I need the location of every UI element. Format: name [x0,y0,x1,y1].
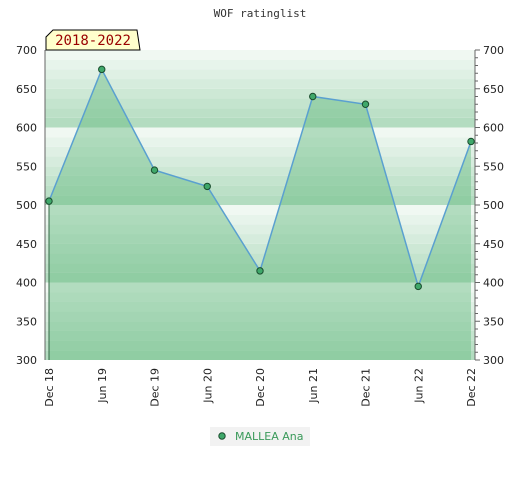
background-band [45,311,475,322]
background-band [45,321,475,331]
y-tick-label-left: 450 [16,238,37,251]
y-tick-label-left: 400 [16,277,37,290]
y-tick-label-right: 400 [483,277,504,290]
background-band [45,117,475,128]
background-band [45,350,475,360]
x-tick-label: Dec 20 [254,368,267,407]
background-band [45,282,475,293]
x-axis: Dec 18 Jun 19 Dec 19 Jun 20 Dec 20 Jun 21 Dec … [43,368,478,407]
background-band [45,166,475,176]
legend-marker-icon [218,432,226,440]
background-band [45,205,475,215]
background-bands [45,50,475,360]
data-point[interactable] [150,166,159,174]
data-point[interactable] [256,267,264,275]
data-point[interactable] [45,197,53,205]
background-band [45,79,475,89]
y-tick-label-left: 600 [16,122,37,135]
period-badge-label: 2018-2022 [55,33,131,49]
y-tick-label-right: 500 [483,199,504,212]
legend-series-label: MALLEA Ana [235,430,303,443]
x-tick-label: Dec 21 [360,368,373,407]
background-band [45,253,475,264]
background-band [45,50,475,60]
y-axes: 300 300 350 350 400 400 450 450 500 500 550 550 600 6… [16,44,504,367]
y-tick-label-left: 350 [16,315,37,328]
data-point[interactable] [467,137,475,146]
background-band [45,214,475,225]
background-band [45,88,475,99]
y-tick-label-right: 350 [483,315,504,328]
legend[interactable]: MALLEA Ana [210,427,310,446]
background-band [45,146,475,157]
background-band [45,108,475,118]
y-tick-label-right: 450 [483,238,504,251]
background-band [45,292,475,302]
legend-box [210,427,310,446]
background-band [45,137,475,147]
y-tick-label-left: 500 [16,199,37,212]
background-band [45,98,475,109]
background-band [45,195,475,205]
background-band [45,156,475,167]
background-band [45,243,475,254]
background-band [45,224,475,235]
x-tick-label: Dec 19 [149,368,162,407]
period-badge: 2018-2022 [45,29,141,51]
data-point[interactable] [309,92,317,101]
y-tick-label-right: 550 [483,160,504,173]
series-layer [45,65,475,360]
period-badge-box [45,29,141,51]
background-band [45,185,475,196]
background-band [45,301,475,312]
data-point[interactable] [414,282,422,291]
y-tick-label-left: 550 [16,160,37,173]
y-tick-label-left: 300 [16,354,37,367]
data-point[interactable] [98,65,106,74]
x-tick-label: Dec 22 [465,368,478,407]
data-point[interactable] [361,100,370,108]
background-band [45,127,475,138]
y-tick-label-right: 700 [483,44,504,57]
chart-title: WOF ratinglist [214,7,307,20]
x-tick-label: Jun 22 [412,368,425,404]
background-band [45,330,475,341]
x-tick-label: Dec 18 [43,368,56,407]
y-tick-label-right: 300 [483,354,504,367]
background-band [45,59,475,70]
data-point[interactable] [203,182,211,191]
background-band [45,69,475,80]
y-tick-label-right: 650 [483,83,504,96]
x-tick-label: Jun 19 [96,368,109,404]
y-tick-label-right: 600 [483,122,504,135]
area-fill-layer [49,69,471,360]
background-band [45,272,475,283]
y-tick-label-left: 700 [16,44,37,57]
background-band [45,175,475,186]
x-tick-label: Jun 21 [307,368,320,404]
background-band [45,340,475,351]
background-band [45,234,475,244]
series-area-fill [49,69,471,360]
y-tick-label-left: 650 [16,83,37,96]
x-tick-label: Jun 20 [201,368,214,404]
